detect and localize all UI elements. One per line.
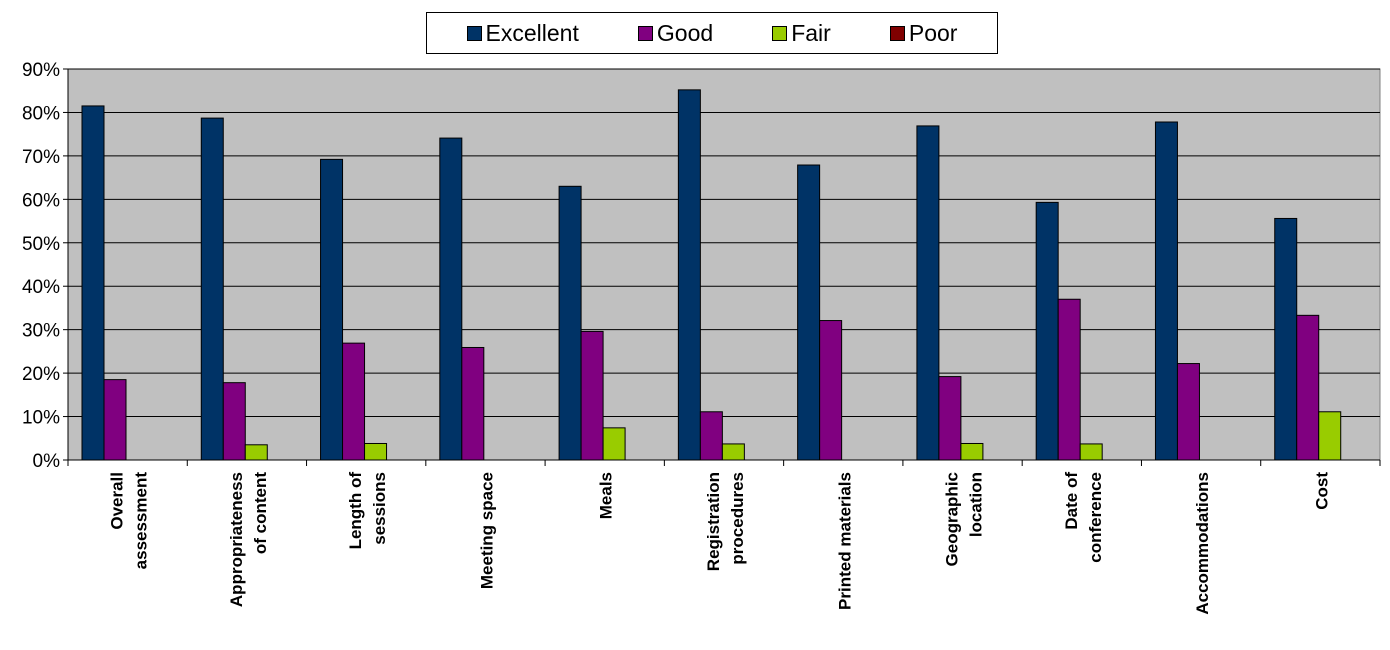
bar-fair	[244, 444, 268, 461]
bar-excellent	[81, 105, 105, 461]
y-tick-label: 60%	[22, 190, 60, 211]
bar-fair	[364, 442, 388, 461]
x-tick-label: Printed materials	[835, 472, 854, 610]
y-tick-label: 50%	[22, 234, 60, 255]
x-tick-label: of content	[251, 472, 270, 554]
x-tick-label: Meeting space	[477, 472, 496, 589]
legend-item-excellent: Excellent	[466, 19, 579, 47]
x-tick-label: Overall	[108, 472, 127, 530]
bar-fair	[602, 427, 626, 461]
y-tick-label: 70%	[22, 147, 60, 168]
x-tick-label: sessions	[370, 472, 389, 545]
bar-excellent	[677, 89, 701, 461]
legend-label-excellent: Excellent	[485, 19, 579, 46]
legend-swatch-good	[637, 25, 653, 41]
bar-good	[1296, 314, 1320, 461]
bar-excellent	[320, 158, 344, 461]
x-tick-label: Cost	[1312, 472, 1331, 510]
bar-good	[580, 330, 604, 461]
legend-label-poor: Poor	[908, 19, 958, 46]
y-tick-label: 0%	[33, 451, 61, 472]
legend: Excellent Good Fair Poor	[426, 12, 998, 54]
bar-fair	[1079, 443, 1103, 461]
bar-good	[699, 411, 723, 461]
bar-excellent	[1154, 121, 1178, 461]
bar-excellent	[439, 137, 463, 461]
bar-good	[938, 376, 962, 461]
bar-fair	[960, 442, 984, 461]
legend-swatch-poor	[889, 25, 905, 41]
x-tick-label: Geographic	[943, 472, 962, 566]
y-tick-label: 10%	[22, 408, 60, 429]
y-tick-label: 90%	[22, 60, 60, 81]
legend-swatch-fair	[772, 25, 788, 41]
x-tick-label: procedures	[728, 472, 747, 565]
x-tick-label: Date of	[1062, 472, 1081, 530]
bar-excellent	[797, 164, 821, 461]
x-tick-label: Accommodations	[1193, 472, 1212, 615]
y-tick-label: 40%	[22, 277, 60, 298]
y-tick-label: 30%	[22, 321, 60, 342]
bar-excellent	[1035, 201, 1059, 461]
bar-good	[342, 342, 366, 461]
bar-excellent	[916, 125, 940, 461]
y-tick-label: 80%	[22, 103, 60, 124]
bar-good	[222, 382, 246, 461]
x-tick-label: conference	[1086, 472, 1105, 563]
legend-swatch-excellent	[466, 25, 482, 41]
bar-good	[819, 320, 843, 461]
x-tick-label: Appropriateness	[227, 472, 246, 607]
bar-good	[1176, 363, 1200, 461]
legend-label-good: Good	[656, 19, 714, 46]
x-tick-label: assessment	[132, 472, 151, 570]
legend-item-poor: Poor	[889, 19, 958, 47]
bar-excellent	[1274, 217, 1298, 461]
legend-item-good: Good	[637, 19, 714, 47]
bar-excellent	[200, 117, 224, 461]
x-tick-label: Length of	[346, 472, 365, 550]
bar-fair	[1318, 411, 1342, 461]
bar-fair	[721, 443, 745, 461]
x-tick-label: location	[967, 472, 986, 537]
legend-label-fair: Fair	[791, 19, 831, 46]
x-tick-label: Meals	[597, 472, 616, 519]
legend-item-fair: Fair	[772, 20, 831, 47]
bar-good	[461, 346, 485, 461]
bar-good	[103, 379, 127, 461]
y-tick-label: 20%	[22, 364, 60, 385]
x-tick-label: Registration	[704, 472, 723, 571]
bar-good	[1057, 298, 1081, 461]
bar-excellent	[558, 185, 582, 461]
